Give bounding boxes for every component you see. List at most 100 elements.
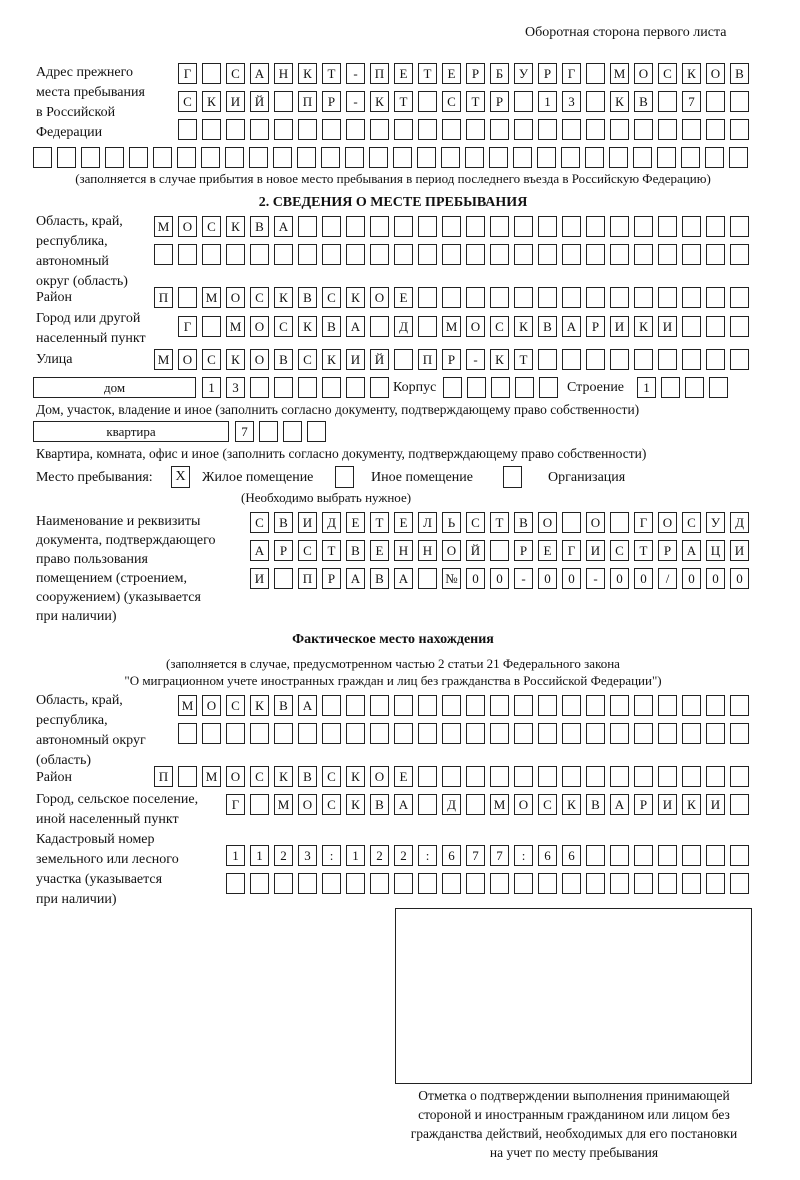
char-cell[interactable]: [562, 723, 581, 744]
char-cell[interactable]: [730, 873, 749, 894]
char-cell[interactable]: [730, 119, 749, 140]
char-cell[interactable]: [730, 794, 749, 815]
char-cell[interactable]: [490, 287, 509, 308]
char-cell[interactable]: [370, 873, 389, 894]
char-cell[interactable]: [706, 216, 725, 237]
char-cell[interactable]: А: [250, 63, 269, 84]
char-cell[interactable]: О: [706, 63, 725, 84]
char-cell[interactable]: О: [226, 287, 245, 308]
char-cell[interactable]: Р: [634, 794, 653, 815]
char-cell[interactable]: С: [466, 512, 485, 533]
char-cell[interactable]: [370, 377, 389, 398]
char-cell[interactable]: Е: [394, 287, 413, 308]
char-cell[interactable]: [585, 147, 604, 168]
char-cell[interactable]: [418, 316, 437, 337]
char-cell[interactable]: 3: [562, 91, 581, 112]
char-cell[interactable]: [298, 119, 317, 140]
char-cell[interactable]: П: [154, 766, 173, 787]
char-cell[interactable]: [346, 244, 365, 265]
char-cell[interactable]: 0: [706, 568, 725, 589]
char-cell[interactable]: В: [586, 794, 605, 815]
char-cell[interactable]: [129, 147, 148, 168]
char-cell[interactable]: [249, 147, 268, 168]
char-cell[interactable]: Е: [538, 540, 557, 561]
char-cell[interactable]: О: [538, 512, 557, 533]
char-cell[interactable]: [514, 91, 533, 112]
char-cell[interactable]: [562, 216, 581, 237]
char-cell[interactable]: [322, 119, 341, 140]
char-cell[interactable]: К: [346, 766, 365, 787]
char-cell[interactable]: [586, 873, 605, 894]
char-cell[interactable]: [562, 119, 581, 140]
char-cell[interactable]: 7: [682, 91, 701, 112]
char-cell[interactable]: [394, 695, 413, 716]
char-cell[interactable]: 0: [562, 568, 581, 589]
char-cell[interactable]: [298, 216, 317, 237]
char-cell[interactable]: [610, 512, 629, 533]
char-cell[interactable]: О: [250, 316, 269, 337]
char-cell[interactable]: [586, 695, 605, 716]
char-cell[interactable]: С: [250, 287, 269, 308]
char-cell[interactable]: [514, 723, 533, 744]
char-cell[interactable]: [682, 873, 701, 894]
char-cell[interactable]: [418, 873, 437, 894]
char-cell[interactable]: [225, 147, 244, 168]
char-cell[interactable]: К: [250, 695, 269, 716]
char-cell[interactable]: 3: [298, 845, 317, 866]
char-cell[interactable]: [539, 377, 558, 398]
char-cell[interactable]: К: [490, 349, 509, 370]
char-cell[interactable]: И: [658, 794, 677, 815]
char-cell[interactable]: Р: [538, 63, 557, 84]
char-cell[interactable]: [346, 873, 365, 894]
char-cell[interactable]: [682, 349, 701, 370]
char-cell[interactable]: [307, 421, 326, 442]
char-cell[interactable]: [730, 766, 749, 787]
char-cell[interactable]: [610, 287, 629, 308]
char-cell[interactable]: [730, 845, 749, 866]
char-cell[interactable]: [274, 119, 293, 140]
char-cell[interactable]: 2: [274, 845, 293, 866]
char-cell[interactable]: Т: [490, 512, 509, 533]
char-cell[interactable]: Т: [370, 512, 389, 533]
char-cell[interactable]: -: [514, 568, 533, 589]
char-cell[interactable]: О: [370, 287, 389, 308]
char-cell[interactable]: Ц: [706, 540, 725, 561]
char-cell[interactable]: [685, 377, 704, 398]
char-cell[interactable]: [661, 377, 680, 398]
char-cell[interactable]: С: [298, 540, 317, 561]
char-cell[interactable]: -: [586, 568, 605, 589]
char-cell[interactable]: Р: [274, 540, 293, 561]
char-cell[interactable]: [682, 845, 701, 866]
char-cell[interactable]: [586, 216, 605, 237]
char-cell[interactable]: К: [226, 216, 245, 237]
char-cell[interactable]: У: [514, 63, 533, 84]
char-cell[interactable]: [609, 147, 628, 168]
char-cell[interactable]: [658, 873, 677, 894]
char-cell[interactable]: [586, 845, 605, 866]
char-cell[interactable]: [418, 794, 437, 815]
char-cell[interactable]: [202, 316, 221, 337]
char-cell[interactable]: Р: [514, 540, 533, 561]
char-cell[interactable]: [178, 723, 197, 744]
char-cell[interactable]: [370, 695, 389, 716]
char-cell[interactable]: Т: [394, 91, 413, 112]
char-cell[interactable]: [538, 287, 557, 308]
char-cell[interactable]: [322, 873, 341, 894]
char-cell[interactable]: [442, 287, 461, 308]
char-cell[interactable]: [297, 147, 316, 168]
char-cell[interactable]: [610, 349, 629, 370]
char-cell[interactable]: Р: [490, 91, 509, 112]
char-cell[interactable]: [586, 287, 605, 308]
char-cell[interactable]: [562, 695, 581, 716]
char-cell[interactable]: [586, 91, 605, 112]
char-cell[interactable]: 0: [538, 568, 557, 589]
char-cell[interactable]: 0: [682, 568, 701, 589]
char-cell[interactable]: К: [274, 287, 293, 308]
char-cell[interactable]: Р: [586, 316, 605, 337]
char-cell[interactable]: [730, 695, 749, 716]
char-cell[interactable]: В: [538, 316, 557, 337]
char-cell[interactable]: [537, 147, 556, 168]
char-cell[interactable]: Г: [562, 540, 581, 561]
char-cell[interactable]: [153, 147, 172, 168]
char-cell[interactable]: [274, 244, 293, 265]
